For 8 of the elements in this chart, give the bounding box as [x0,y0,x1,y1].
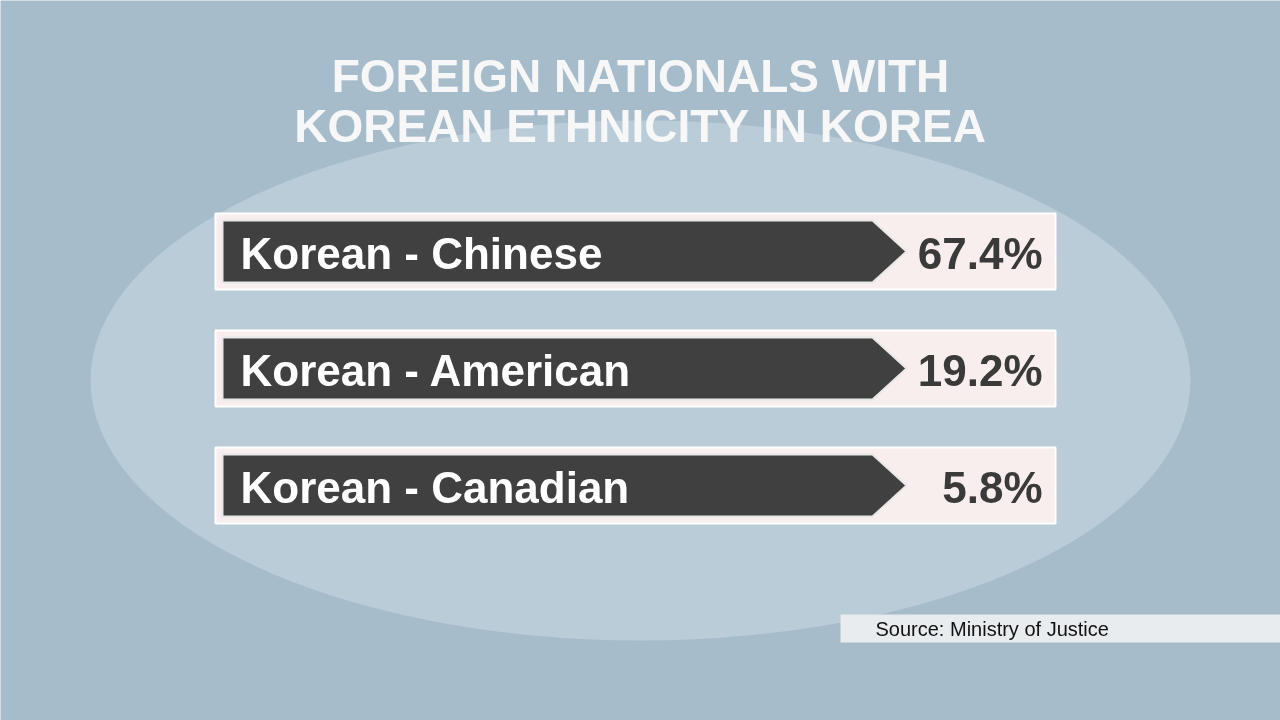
category-label: Korean - Chinese [240,229,603,278]
text: FOREIGN NATIONALS WITH KOREAN ETHNICITY IN KOREA [294,49,986,152]
data-label: 19.2% [917,346,1043,395]
data-label: 67.4% [917,229,1043,278]
category-label: Korean - American [240,346,631,395]
data-label: 5.8% [942,463,1043,512]
source-note: Source: Ministry of Justice [875,617,1109,640]
category-label: Korean - Canadian [240,463,630,512]
